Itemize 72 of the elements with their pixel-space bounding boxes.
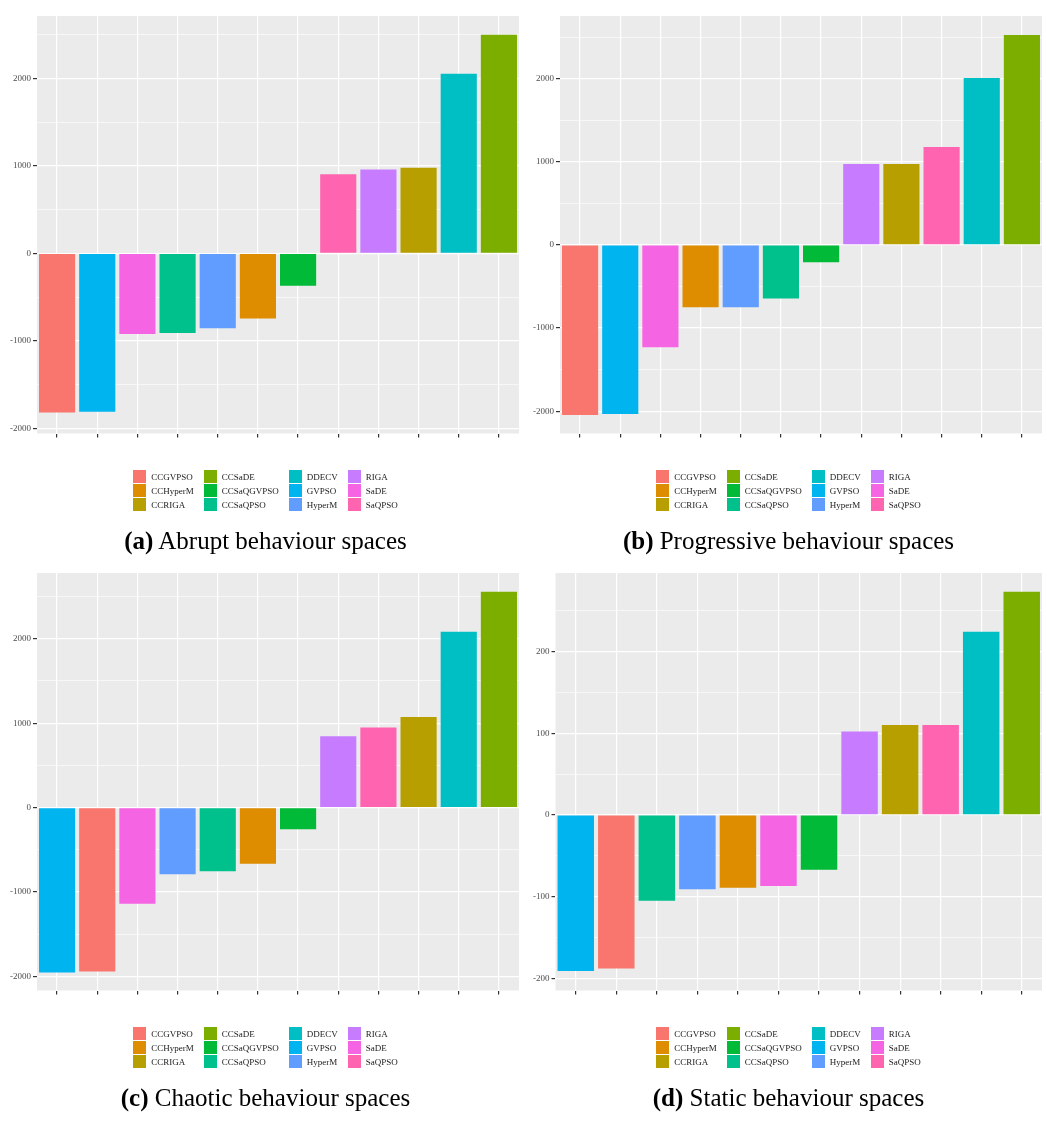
- legend-label: CCGVPSO: [674, 471, 716, 482]
- y-tick-label: -1000: [10, 886, 32, 897]
- legend-label: HyperM: [829, 499, 861, 510]
- legend-label: SaQPSO: [365, 499, 398, 510]
- y-tick-label: 0: [26, 247, 32, 258]
- legend-label: RIGA: [888, 1028, 911, 1039]
- y-tick-label: 200: [536, 645, 550, 656]
- legend-label: CCSaQGVPSO: [221, 1042, 279, 1053]
- y-tick-label: 0: [26, 801, 32, 812]
- y-tick-label: -1000: [10, 335, 32, 346]
- legend-label: CCGVPSO: [151, 1028, 193, 1039]
- legend-label: CCSaQPSO: [221, 1056, 266, 1067]
- legend-label: CCHyperM: [674, 1042, 717, 1053]
- legend-label: RIGA: [888, 471, 911, 482]
- legend-label: CCRIGA: [674, 1056, 709, 1067]
- y-tick-label: 100: [536, 727, 550, 738]
- legend-label: CCSaDE: [744, 471, 778, 482]
- y-tick-label: 0: [545, 809, 550, 820]
- legend-label: GVPSO: [829, 1042, 860, 1053]
- y-tick-label: 1000: [13, 160, 32, 171]
- y-tick-label: 2000: [536, 73, 555, 84]
- legend-label: CCSaQGVPSO: [744, 1042, 802, 1053]
- legend-label: CCHyperM: [674, 485, 717, 496]
- legend-label: CCSaDE: [221, 471, 255, 482]
- legend-label: SaDE: [888, 1042, 910, 1053]
- legend-label: HyperM: [829, 1056, 861, 1067]
- legend-label: DDECV: [306, 471, 338, 482]
- legend-label: CCRIGA: [151, 499, 186, 510]
- legend-label: RIGA: [365, 471, 388, 482]
- legend-label: CCHyperM: [151, 485, 194, 496]
- text: (d) Static behaviour spaces: [652, 1084, 925, 1111]
- legend-label: CCRIGA: [151, 1056, 186, 1067]
- y-tick-label: 2000: [13, 633, 32, 644]
- legend-label: GVPSO: [829, 485, 860, 496]
- y-tick-label: 0: [549, 239, 555, 250]
- y-tick-label: -1000: [533, 322, 555, 333]
- legend-label: CCSaQGVPSO: [221, 485, 279, 496]
- legend-label: CCSaQGVPSO: [744, 485, 802, 496]
- legend-label: CCHyperM: [151, 1042, 194, 1053]
- legend-label: SaQPSO: [888, 1056, 921, 1067]
- y-tick-label: -100: [533, 890, 550, 901]
- text: (b) Progressive behaviour spaces: [622, 527, 955, 554]
- y-tick-label: -200: [533, 972, 550, 983]
- legend-label: RIGA: [365, 1028, 388, 1039]
- legend-label: DDECV: [829, 1028, 861, 1039]
- legend-label: DDECV: [306, 1028, 338, 1039]
- y-tick-label: 1000: [536, 156, 555, 167]
- legend-label: SaDE: [365, 485, 387, 496]
- legend-label: HyperM: [306, 1056, 338, 1067]
- legend-label: CCSaQPSO: [744, 499, 789, 510]
- text: (a) Abrupt behaviour spaces: [124, 527, 407, 554]
- legend-label: DDECV: [829, 471, 861, 482]
- y-tick-label: 1000: [13, 717, 32, 728]
- legend-label: CCGVPSO: [151, 471, 193, 482]
- y-tick-label: -2000: [10, 970, 32, 981]
- legend-label: HyperM: [306, 499, 338, 510]
- legend-label: SaDE: [888, 485, 910, 496]
- legend-label: CCSaDE: [221, 1028, 255, 1039]
- text: (c) Chaotic behaviour spaces: [120, 1084, 411, 1111]
- legend-label: GVPSO: [306, 485, 337, 496]
- legend-label: CCGVPSO: [674, 1028, 716, 1039]
- y-tick-label: -2000: [533, 405, 555, 416]
- legend-label: SaDE: [365, 1042, 387, 1053]
- legend-label: GVPSO: [306, 1042, 337, 1053]
- legend-label: SaQPSO: [365, 1056, 398, 1067]
- legend-label: CCSaDE: [744, 1028, 778, 1039]
- legend-label: CCSaQPSO: [744, 1056, 789, 1067]
- legend-label: SaQPSO: [888, 499, 921, 510]
- legend-label: CCRIGA: [674, 499, 709, 510]
- y-tick-label: 2000: [13, 72, 32, 83]
- legend-label: CCSaQPSO: [221, 499, 266, 510]
- y-tick-label: -2000: [10, 422, 32, 433]
